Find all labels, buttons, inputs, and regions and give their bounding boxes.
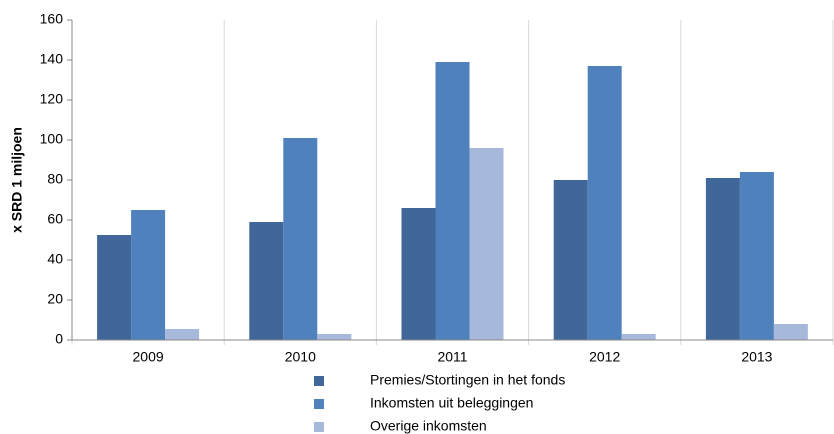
x-tick-label: 2012	[589, 349, 620, 365]
bar	[621, 334, 656, 340]
legend-label: Overige inkomsten	[370, 418, 487, 434]
legend-swatch	[314, 399, 324, 409]
x-tick-label: 2011	[437, 349, 467, 365]
bar	[249, 222, 284, 340]
y-tick-label: 40	[47, 251, 63, 267]
bar	[435, 62, 470, 340]
legend-swatch	[314, 376, 324, 386]
y-tick-label: 80	[47, 171, 63, 187]
bar	[587, 66, 622, 340]
bar	[97, 235, 132, 340]
legend-label: Inkomsten uit beleggingen	[370, 395, 533, 411]
bar	[469, 148, 504, 340]
y-tick-label: 0	[55, 331, 63, 347]
legend-label: Premies/Stortingen in het fonds	[370, 372, 565, 388]
y-tick-label: 20	[47, 291, 63, 307]
x-tick-label: 2009	[133, 349, 164, 365]
y-tick-label: 60	[47, 211, 63, 227]
y-tick-label: 140	[40, 51, 64, 67]
y-tick-label: 160	[40, 11, 64, 27]
bar	[773, 324, 808, 340]
x-tick-label: 2013	[741, 349, 772, 365]
x-tick-label: 2010	[285, 349, 316, 365]
bar	[739, 172, 774, 340]
bar	[131, 210, 166, 340]
bar	[283, 138, 318, 340]
bar	[705, 178, 740, 340]
y-tick-label: 100	[40, 131, 64, 147]
bar	[165, 329, 200, 340]
bar	[317, 334, 352, 340]
y-tick-label: 120	[40, 91, 64, 107]
bar	[553, 180, 588, 340]
y-axis-label: x SRD 1 miljoen	[9, 127, 25, 233]
bar	[401, 208, 436, 340]
legend-swatch	[314, 422, 324, 432]
